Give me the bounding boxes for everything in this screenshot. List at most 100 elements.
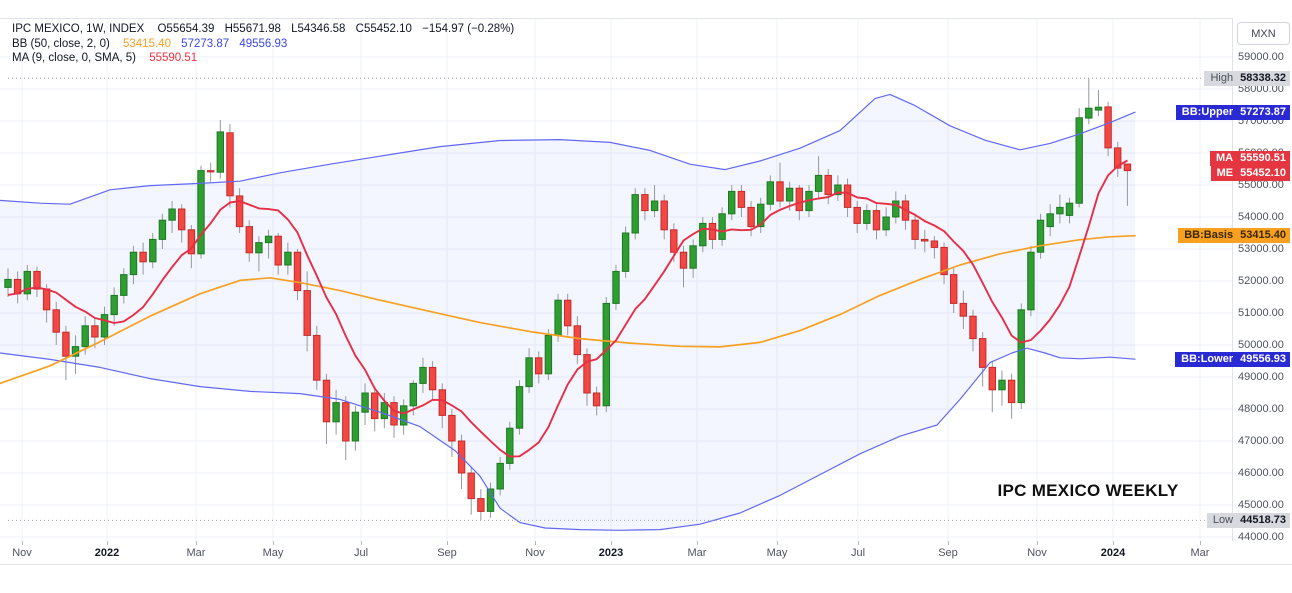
candle-body	[197, 170, 205, 255]
legend-bb-row[interactable]: BB (50, close, 2, 0) 53415.40 57273.87 4…	[12, 37, 521, 51]
candle-body	[882, 216, 890, 231]
currency-button[interactable]: MXN	[1237, 22, 1290, 45]
candle	[757, 197, 765, 233]
bb-upper-value: 57273.87	[181, 37, 230, 50]
legend-symbol-row[interactable]: IPC MEXICO, 1W, INDEX O55654.39 H55671.9…	[12, 22, 521, 36]
candle	[602, 297, 610, 413]
candle-body	[506, 427, 514, 464]
candle	[979, 332, 987, 387]
candle-body	[409, 382, 418, 407]
candle	[428, 361, 437, 400]
price-axis-separator	[1232, 18, 1233, 564]
candle	[699, 217, 707, 253]
bb-indicator-label: BB (50, close, 2, 0)	[12, 37, 110, 50]
candle	[1046, 204, 1054, 237]
time-tick-label: Jul	[850, 547, 866, 559]
candle-body	[921, 238, 929, 242]
candle-body	[592, 392, 601, 407]
candle	[149, 233, 157, 269]
time-tick-label: 2023	[598, 547, 624, 559]
candle-body	[351, 411, 360, 442]
candle-body	[120, 274, 128, 296]
candle-body	[564, 299, 572, 327]
candle	[814, 156, 823, 198]
time-tick-mark	[697, 541, 698, 545]
candle-body	[1027, 251, 1035, 311]
legend: IPC MEXICO, 1W, INDEX O55654.39 H55671.9…	[12, 22, 521, 66]
candle	[708, 217, 717, 249]
candle	[535, 351, 543, 384]
time-axis[interactable]: Nov 2022 Mar May Jul Sep Nov 2023 Mar May Jul Sep No…	[0, 541, 1292, 564]
candle	[1085, 78, 1093, 125]
candle-body	[631, 194, 639, 234]
candle-body	[969, 315, 977, 340]
candle-body	[843, 184, 852, 208]
candle-body	[33, 270, 41, 290]
time-tick-label: Mar	[687, 547, 707, 559]
candle	[496, 457, 504, 496]
candle-body	[573, 325, 581, 356]
candle	[921, 229, 929, 253]
candle	[525, 348, 533, 393]
candle-body	[930, 240, 939, 248]
candle	[52, 301, 60, 345]
time-tick-mark	[196, 541, 197, 545]
candle-body	[515, 386, 524, 429]
candle-body	[361, 392, 369, 413]
candle-body	[139, 251, 147, 263]
candle	[4, 268, 12, 297]
ohlc-close: C55452.10	[355, 23, 412, 35]
candle	[235, 188, 244, 233]
candle	[120, 268, 128, 304]
time-tick-label: 2022	[94, 547, 120, 559]
candle-body	[438, 389, 447, 416]
time-tick-label: Mar	[186, 547, 206, 559]
candle-body	[187, 229, 196, 255]
time-tick-label: Nov	[1027, 547, 1047, 559]
price-tick-label: 55000.00	[1238, 179, 1284, 191]
candle-body	[1114, 147, 1122, 169]
candle-body	[419, 366, 427, 384]
candle	[400, 399, 408, 435]
time-tick-label: Nov	[12, 547, 32, 559]
candle-body	[52, 309, 60, 333]
price-tick-label: 46000.00	[1238, 467, 1284, 479]
candle	[506, 421, 514, 470]
candle-body	[554, 299, 562, 336]
price-tick-label: 59000.00	[1238, 51, 1284, 63]
candle	[467, 466, 475, 515]
candle-body	[718, 213, 726, 240]
candle-body	[950, 274, 958, 304]
candle	[824, 169, 832, 205]
candle	[1027, 245, 1035, 317]
candle	[62, 325, 70, 381]
candle	[1104, 101, 1112, 157]
time-tick-mark	[948, 541, 949, 545]
candle-body	[322, 379, 331, 423]
time-tick-label: Sep	[938, 547, 958, 559]
candle-body	[988, 366, 996, 391]
candle-body	[448, 414, 456, 442]
candle	[679, 245, 688, 288]
candle	[728, 185, 736, 221]
candle-body	[235, 195, 244, 228]
candle-body	[255, 242, 263, 254]
candle	[863, 204, 871, 230]
candle-body	[728, 190, 736, 215]
legend-ma-row[interactable]: MA (9, close, 0, SMA, 5) 55590.51	[12, 51, 521, 65]
candle	[1094, 90, 1103, 117]
time-tick-label: Nov	[525, 547, 545, 559]
candle	[110, 287, 118, 326]
candle	[544, 329, 553, 381]
candle-body	[650, 200, 659, 212]
candle	[930, 236, 939, 259]
candle-body	[303, 290, 311, 336]
time-tick-mark	[273, 541, 274, 545]
candle	[718, 207, 726, 246]
candle	[737, 185, 746, 217]
time-tick-label: Sep	[437, 547, 457, 559]
price-axis[interactable]: MXN 59000.00 58000.00 57000.00 56000.00 5500…	[1233, 18, 1292, 564]
candle-body	[91, 325, 99, 338]
price-tick-label: 51000.00	[1238, 307, 1284, 319]
